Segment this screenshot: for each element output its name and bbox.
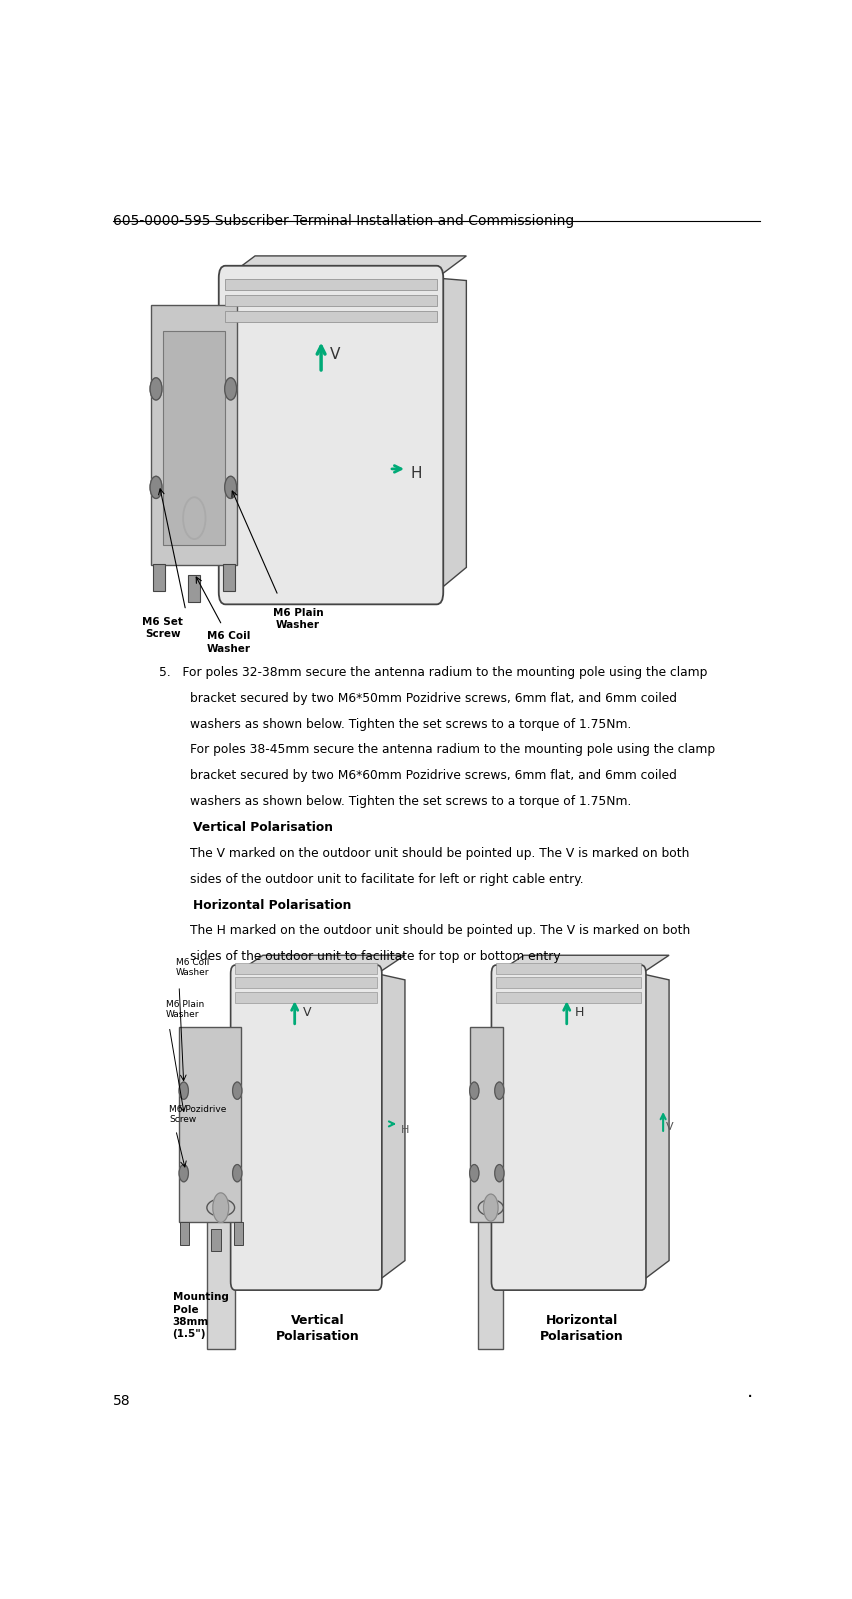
Circle shape xyxy=(469,1083,479,1099)
Polygon shape xyxy=(496,955,669,974)
Text: 5.   For poles 32-38mm secure the antenna radium to the mounting pole using the : 5. For poles 32-38mm secure the antenna … xyxy=(159,665,708,680)
Text: Horizontal Polarisation: Horizontal Polarisation xyxy=(159,899,352,911)
Circle shape xyxy=(150,377,162,400)
Bar xyxy=(235,991,377,1003)
Circle shape xyxy=(213,1193,228,1222)
Text: The V marked on the outdoor unit should be pointed up. The V is marked on both: The V marked on the outdoor unit should … xyxy=(159,847,690,860)
Polygon shape xyxy=(642,974,669,1281)
Text: washers as shown below. Tighten the set screws to a torque of 1.75Nm.: washers as shown below. Tighten the set … xyxy=(159,718,631,731)
Bar xyxy=(496,963,642,974)
Bar xyxy=(235,963,377,974)
Bar xyxy=(153,564,165,590)
Bar xyxy=(211,1228,221,1250)
Circle shape xyxy=(495,1083,504,1099)
FancyBboxPatch shape xyxy=(164,331,225,545)
Text: Horizontal
Polarisation: Horizontal Polarisation xyxy=(540,1314,624,1343)
Text: H: H xyxy=(574,1006,584,1019)
Text: H: H xyxy=(401,1124,409,1135)
FancyBboxPatch shape xyxy=(219,265,443,604)
Bar xyxy=(225,280,437,291)
Text: V: V xyxy=(665,1122,673,1132)
Bar xyxy=(225,312,437,323)
Polygon shape xyxy=(437,278,466,592)
Circle shape xyxy=(484,1194,498,1222)
Circle shape xyxy=(495,1164,504,1182)
Text: M6 Plain
Washer: M6 Plain Washer xyxy=(166,999,204,1019)
Circle shape xyxy=(233,1164,242,1182)
Text: .: . xyxy=(747,1382,753,1401)
FancyBboxPatch shape xyxy=(179,1027,241,1222)
Circle shape xyxy=(225,377,237,400)
FancyBboxPatch shape xyxy=(470,1027,503,1222)
Text: V: V xyxy=(330,347,340,363)
Text: Mounting
Pole
38mm
(1.5"): Mounting Pole 38mm (1.5") xyxy=(173,1292,228,1340)
Circle shape xyxy=(233,1083,242,1099)
Ellipse shape xyxy=(207,1199,234,1217)
Ellipse shape xyxy=(478,1199,504,1215)
Text: sides of the outdoor unit to facilitate for top or bottom entry: sides of the outdoor unit to facilitate … xyxy=(159,950,565,963)
Circle shape xyxy=(150,477,162,499)
Bar xyxy=(223,564,235,590)
Bar xyxy=(496,991,642,1003)
Text: 58: 58 xyxy=(113,1394,130,1409)
Bar xyxy=(234,1222,243,1244)
Text: sides of the outdoor unit to facilitate for left or right cable entry.: sides of the outdoor unit to facilitate … xyxy=(159,873,584,886)
Circle shape xyxy=(179,1164,188,1182)
Circle shape xyxy=(179,1083,188,1099)
Text: H: H xyxy=(411,465,422,481)
Bar xyxy=(496,977,642,988)
FancyBboxPatch shape xyxy=(492,966,646,1290)
FancyBboxPatch shape xyxy=(151,305,237,564)
Polygon shape xyxy=(377,974,405,1281)
Bar xyxy=(180,1222,189,1244)
Polygon shape xyxy=(235,955,405,974)
Text: M6 Coil
Washer: M6 Coil Washer xyxy=(176,958,210,977)
Text: bracket secured by two M6*60mm Pozidrive screws, 6mm flat, and 6mm coiled: bracket secured by two M6*60mm Pozidrive… xyxy=(159,769,677,782)
Polygon shape xyxy=(225,256,466,278)
Text: V: V xyxy=(302,1006,311,1019)
Text: washers as shown below. Tighten the set screws to a torque of 1.75Nm.: washers as shown below. Tighten the set … xyxy=(159,795,631,807)
Text: For poles 38-45mm secure the antenna radium to the mounting pole using the clamp: For poles 38-45mm secure the antenna rad… xyxy=(159,744,716,756)
Bar xyxy=(207,1207,234,1350)
Text: bracket secured by two M6*50mm Pozidrive screws, 6mm flat, and 6mm coiled: bracket secured by two M6*50mm Pozidrive… xyxy=(159,692,677,705)
Text: The H marked on the outdoor unit should be pointed up. The V is marked on both: The H marked on the outdoor unit should … xyxy=(159,924,691,937)
Bar xyxy=(188,574,200,601)
FancyBboxPatch shape xyxy=(231,966,382,1290)
Bar xyxy=(225,296,437,307)
Text: Vertical
Polarisation: Vertical Polarisation xyxy=(276,1314,360,1343)
Circle shape xyxy=(225,477,237,499)
Circle shape xyxy=(469,1164,479,1182)
Bar xyxy=(478,1207,504,1350)
Text: M6 Coil
Washer: M6 Coil Washer xyxy=(207,632,250,654)
Text: M6 Pozidrive
Screw: M6 Pozidrive Screw xyxy=(170,1105,227,1124)
Text: 605-0000-595 Subscriber Terminal Installation and Commissioning: 605-0000-595 Subscriber Terminal Install… xyxy=(113,214,574,229)
Text: Vertical Polarisation: Vertical Polarisation xyxy=(159,820,333,835)
Text: M6 Plain
Washer: M6 Plain Washer xyxy=(273,608,323,630)
Text: M6 Set
Screw: M6 Set Screw xyxy=(142,617,183,640)
Bar xyxy=(235,977,377,988)
